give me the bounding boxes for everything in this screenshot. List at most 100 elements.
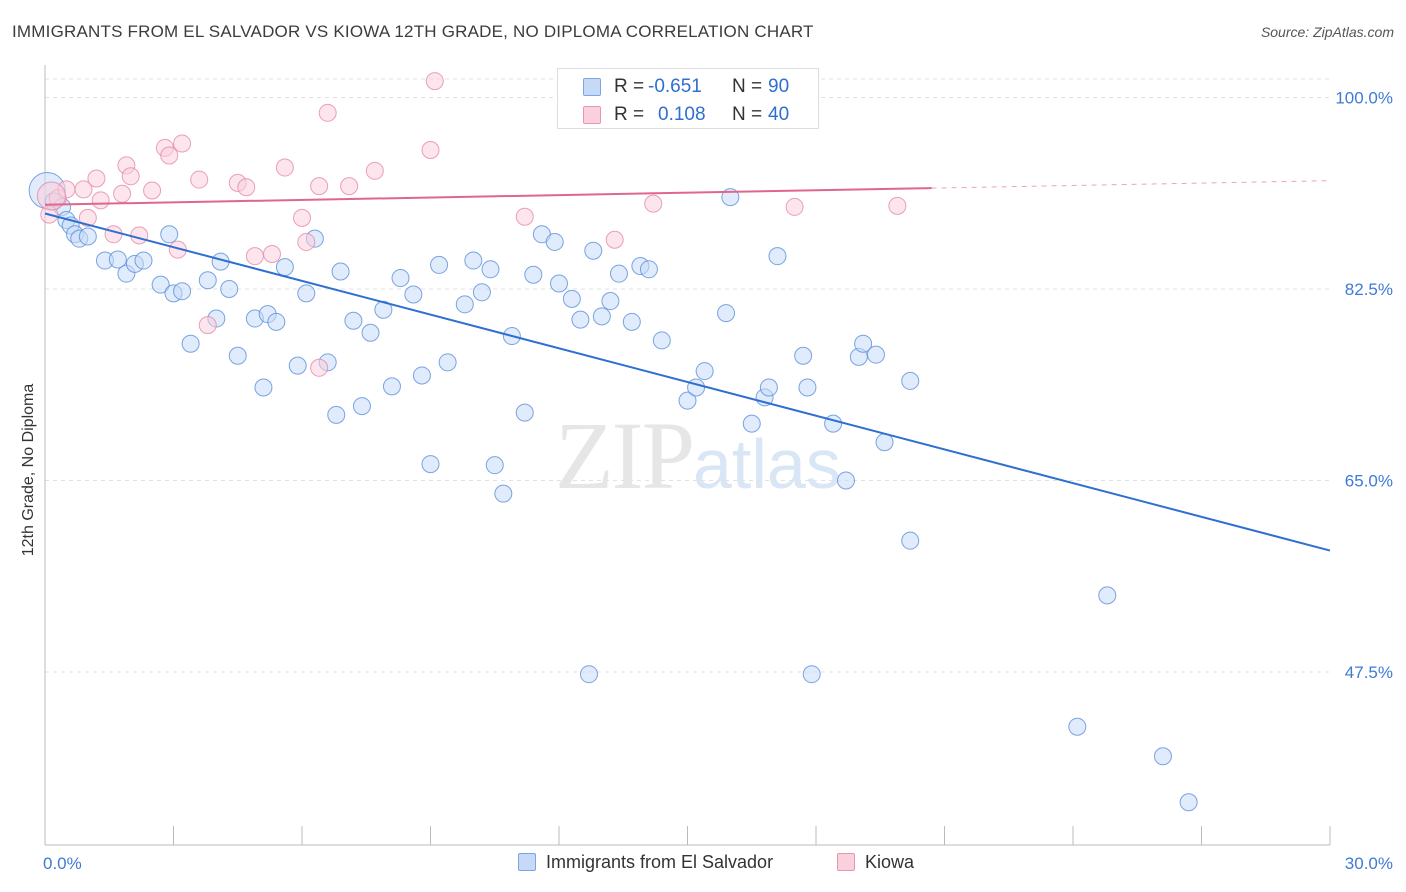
kiowa-point	[113, 184, 132, 203]
el-salvador-point	[579, 665, 598, 684]
stats-n-label: N =	[732, 76, 763, 97]
el-salvador-point	[545, 232, 564, 251]
kiowa-point	[130, 226, 149, 245]
el-salvador-point	[494, 484, 513, 503]
el-salvador-point	[438, 353, 457, 372]
stats-row-kiowa: R = 0.108 N = 40	[558, 100, 818, 130]
stats-n-value: 40	[768, 104, 790, 125]
legend-item-el-salvador[interactable]: Immigrants from El Salvador	[518, 852, 773, 873]
legend-swatch-el-salvador	[518, 853, 536, 871]
kiowa-point	[198, 316, 217, 335]
el-salvador-point	[901, 531, 920, 550]
el-salvador-point	[759, 378, 778, 397]
el-salvador-point	[794, 346, 813, 365]
legend: Immigrants from El Salvador Kiowa	[0, 852, 1406, 878]
watermark-zip: ZIP	[555, 402, 695, 509]
kiowa-point	[365, 161, 384, 180]
el-salvador-point	[173, 282, 192, 301]
el-salvador-point	[288, 356, 307, 375]
el-salvador-point	[1068, 717, 1087, 736]
kiowa-point	[785, 197, 804, 216]
el-salvador-point	[134, 251, 153, 270]
stats-r-value: -0.651	[648, 76, 702, 97]
el-salvador-point	[854, 334, 873, 353]
kiowa-point	[293, 208, 311, 227]
stats-n-label: N =	[732, 104, 763, 125]
kiowa-point	[515, 207, 534, 226]
el-salvador-point	[687, 378, 706, 397]
kiowa-point	[91, 191, 110, 210]
el-salvador-point	[455, 295, 474, 314]
el-salvador-point	[768, 247, 787, 266]
el-salvador-point	[267, 312, 286, 331]
el-salvador-point	[571, 310, 590, 329]
el-salvador-point	[228, 346, 247, 365]
kiowa-point	[143, 181, 162, 200]
el-salvador-trend-line	[44, 212, 1331, 552]
el-salvador-point	[866, 345, 885, 364]
kiowa-point	[74, 180, 93, 199]
el-salvador-point	[382, 377, 401, 396]
el-salvador-point	[430, 255, 449, 274]
kiowa-point	[888, 196, 907, 215]
kiowa-trend-extension	[931, 180, 1331, 189]
el-salvador-point	[254, 378, 273, 397]
el-salvador-point	[622, 312, 641, 331]
kiowa-point	[310, 358, 329, 377]
el-salvador-point	[464, 251, 483, 270]
stats-n-value: 90	[768, 76, 790, 97]
stats-r-value: 0.108	[658, 104, 706, 125]
el-salvador-point	[181, 334, 200, 353]
legend-item-kiowa[interactable]: Kiowa	[837, 852, 914, 873]
kiowa-point	[237, 178, 256, 197]
el-salvador-point	[562, 289, 581, 308]
el-salvador-point	[695, 362, 714, 381]
x-tick-label: 0.0%	[43, 854, 82, 873]
el-salvador-point	[198, 271, 217, 290]
kiowa-point	[121, 167, 140, 186]
el-salvador-point	[331, 262, 350, 281]
el-salvador-point	[639, 260, 658, 279]
kiowa-point	[275, 158, 294, 177]
stats-r-label: R =	[614, 104, 645, 125]
legend-label-el-salvador: Immigrants from El Salvador	[546, 852, 774, 872]
kiowa-point	[318, 103, 337, 122]
el-salvador-point	[391, 269, 410, 288]
watermark-logo: ZIPatlas	[555, 400, 841, 511]
el-salvador-point	[836, 471, 855, 490]
el-salvador-point	[609, 264, 628, 283]
el-salvador-point	[481, 260, 500, 279]
el-salvador-point	[108, 250, 127, 269]
el-salvador-point	[717, 304, 736, 323]
el-salvador-point	[275, 258, 294, 277]
kiowa-trend-line	[44, 187, 932, 206]
stats-swatch-kiowa	[583, 106, 601, 124]
legend-swatch-kiowa	[837, 853, 855, 871]
el-salvador-point	[220, 280, 239, 298]
kiowa-point	[263, 244, 282, 263]
el-salvador-point	[592, 307, 611, 326]
el-salvador-point	[78, 227, 97, 246]
kiowa-point	[160, 146, 179, 165]
el-salvador-point	[798, 378, 817, 397]
kiowa-point	[605, 230, 624, 249]
el-salvador-point	[297, 284, 316, 303]
kiowa-point	[87, 169, 106, 188]
kiowa-point	[245, 247, 264, 266]
el-salvador-point	[524, 265, 543, 284]
el-salvador-point	[742, 414, 761, 433]
el-salvador-point	[901, 371, 920, 390]
el-salvador-point	[160, 225, 179, 244]
stats-box: R = -0.651 N = 90 R = 0.108 N = 40	[557, 68, 819, 129]
y-axis-label: 12th Grade, No Diploma	[20, 383, 37, 557]
kiowa-point	[173, 134, 192, 153]
legend-label-kiowa: Kiowa	[865, 852, 915, 872]
el-salvador-point	[472, 283, 491, 302]
stats-row-el-salvador: R = -0.651 N = 90	[558, 72, 818, 102]
el-salvador-point	[678, 391, 697, 410]
kiowa-point	[36, 181, 66, 211]
el-salvador-point	[1153, 747, 1172, 766]
y-tick-label: 47.5%	[1345, 663, 1393, 682]
el-salvador-point	[802, 665, 821, 684]
